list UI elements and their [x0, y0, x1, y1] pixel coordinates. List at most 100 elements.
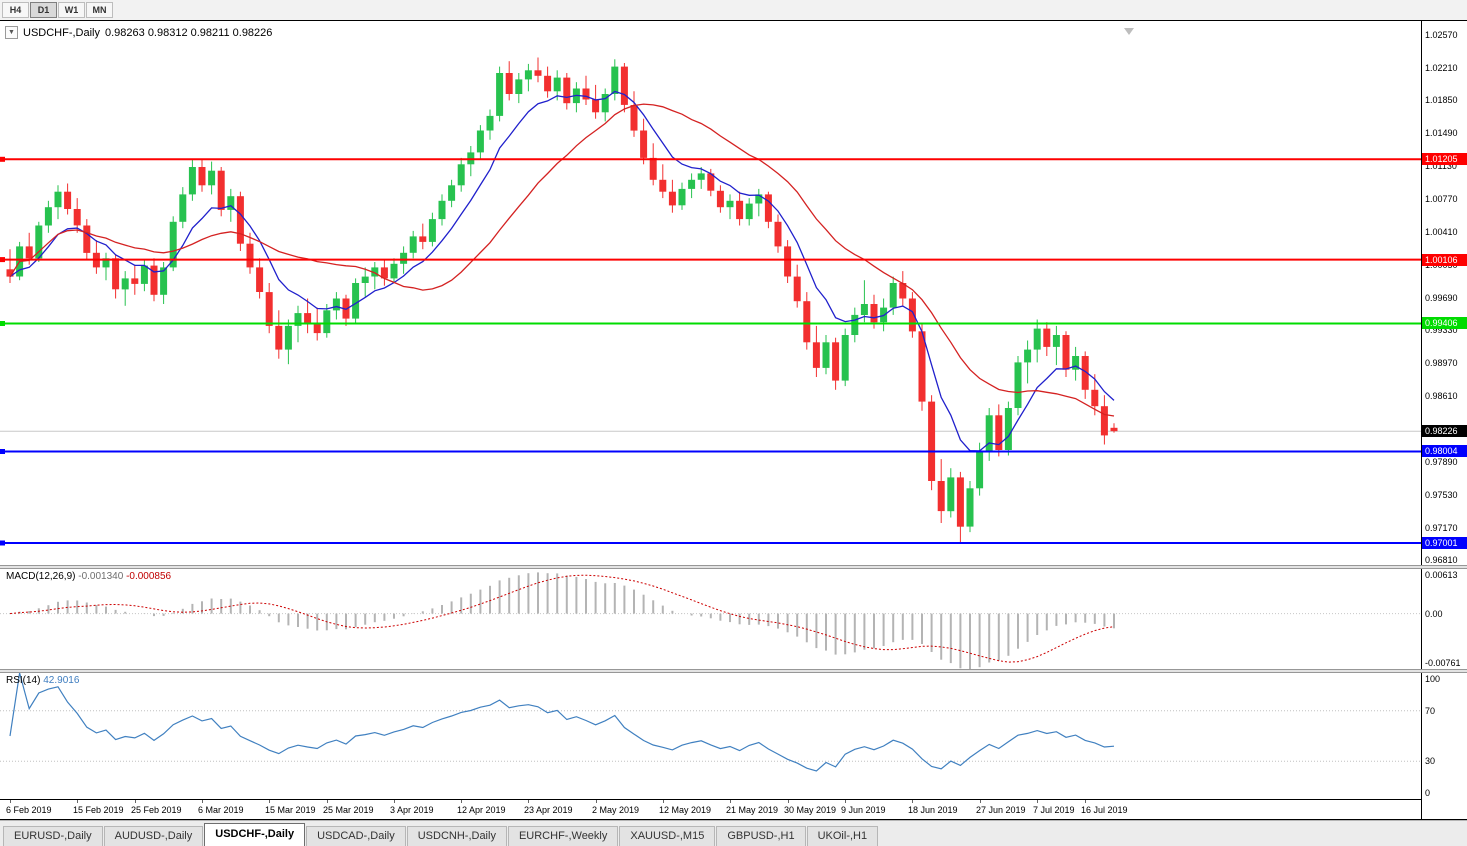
price-tag-0.98226: 0.98226 — [1422, 425, 1467, 437]
tab-gbpusd-h1[interactable]: GBPUSD-,H1 — [716, 826, 806, 846]
price-axis-tick: 1.01490 — [1425, 128, 1458, 138]
date-axis-tick — [730, 800, 731, 803]
timeframe-button-mn[interactable]: MN — [86, 2, 113, 18]
price-axis-tick: 0.98970 — [1425, 358, 1458, 368]
date-axis-label: 16 Jul 2019 — [1081, 805, 1128, 815]
macd-axis-tick: -0.00761 — [1425, 658, 1461, 668]
panel-splitter-macd[interactable] — [0, 565, 1467, 569]
date-axis-tick — [1037, 800, 1038, 803]
date-axis-tick — [596, 800, 597, 803]
macd-axis-tick: 0.00 — [1425, 609, 1443, 619]
price-axis-tick: 0.99690 — [1425, 293, 1458, 303]
date-axis-label: 6 Feb 2019 — [6, 805, 52, 815]
hline-anchor-marker[interactable] — [0, 257, 5, 263]
macd-signal-value: -0.000856 — [126, 571, 172, 582]
ma-fast-line — [9, 90, 1115, 452]
date-axis-label: 12 Apr 2019 — [457, 805, 506, 815]
tab-ukoil-h1[interactable]: UKOil-,H1 — [806, 826, 879, 846]
price-tag-0.98004: 0.98004 — [1422, 445, 1467, 457]
date-axis-tick — [528, 800, 529, 803]
candle-series — [6, 57, 1118, 544]
date-axis-label: 6 Mar 2019 — [198, 805, 244, 815]
tab-eurchf-weekly[interactable]: EURCHF-,Weekly — [507, 826, 619, 846]
date-axis-tick — [135, 800, 136, 803]
macd-chart — [0, 572, 1421, 669]
date-axis-tick — [10, 800, 11, 803]
tab-usdcad-daily[interactable]: USDCAD-,Daily — [306, 826, 406, 846]
tab-audusd-daily[interactable]: AUDUSD-,Daily — [103, 826, 204, 846]
price-axis[interactable]: 1.02570 1.02210 1.01850 1.01490 1.01130 1.007… — [1421, 21, 1467, 819]
panel-splitter-rsi[interactable] — [0, 669, 1467, 673]
date-axis-tick — [1085, 800, 1086, 803]
timeframe-toolbar: H4 D1 W1 MN — [0, 0, 1467, 20]
date-axis-label: 23 Apr 2019 — [524, 805, 573, 815]
date-axis-label: 15 Feb 2019 — [73, 805, 124, 815]
price-tag-1.00106: 1.00106 — [1422, 254, 1467, 266]
price-axis-tick: 1.00770 — [1425, 194, 1458, 204]
timeframe-button-h4[interactable]: H4 — [2, 2, 29, 18]
date-axis-label: 21 May 2019 — [726, 805, 779, 815]
price-axis-tick: 1.02210 — [1425, 63, 1458, 73]
price-tag-0.99406: 0.99406 — [1422, 317, 1467, 329]
date-axis-tick — [663, 800, 664, 803]
price-axis-tick: 1.01850 — [1425, 95, 1458, 105]
price-axis-tick: 0.97890 — [1425, 457, 1458, 467]
date-axis-tick — [461, 800, 462, 803]
date-axis-label: 3 Apr 2019 — [390, 805, 434, 815]
macd-name: MACD(12,26,9) — [6, 571, 76, 582]
chart-ohlc-values: 0.98263 0.98312 0.98211 0.98226 — [105, 26, 273, 39]
price-axis-tick: 0.96810 — [1425, 555, 1458, 565]
rsi-panel[interactable]: RSI(14) 42.9016 — [0, 673, 1421, 799]
hline-anchor-marker[interactable] — [0, 540, 5, 546]
date-axis-label: 25 Feb 2019 — [131, 805, 182, 815]
timeframe-button-d1[interactable]: D1 — [30, 2, 57, 18]
rsi-name: RSI(14) — [6, 675, 41, 686]
price-axis-tick: 1.02570 — [1425, 30, 1458, 40]
date-axis-tick — [980, 800, 981, 803]
hline-anchor-marker[interactable] — [0, 156, 5, 162]
price-axis-tick: 0.97530 — [1425, 490, 1458, 500]
price-tag-0.97001: 0.97001 — [1422, 537, 1467, 549]
price-axis-tick: 1.01130 — [1425, 161, 1457, 171]
macd-panel[interactable]: MACD(12,26,9) -0.001340 -0.000856 — [0, 569, 1421, 669]
hline-anchor-marker[interactable] — [0, 449, 5, 454]
time-axis[interactable]: 6 Feb 2019 15 Feb 2019 25 Feb 2019 6 Mar 20… — [0, 799, 1421, 819]
date-axis-label: 27 Jun 2019 — [976, 805, 1026, 815]
date-axis-label: 15 Mar 2019 — [265, 805, 316, 815]
rsi-axis-tick: 70 — [1425, 706, 1436, 716]
price-tag-1.01205: 1.01205 — [1422, 153, 1467, 165]
tab-eurusd-daily[interactable]: EURUSD-,Daily — [3, 826, 103, 846]
date-axis-label: 9 Jun 2019 — [841, 805, 886, 815]
date-axis-label: 25 Mar 2019 — [323, 805, 374, 815]
macd-axis-tick: 0.00613 — [1425, 570, 1458, 580]
date-axis-tick — [269, 800, 270, 803]
price-axis-tick: 0.98610 — [1425, 391, 1458, 401]
date-axis-tick — [912, 800, 913, 803]
tab-usdchf-daily[interactable]: USDCHF-,Daily — [204, 823, 306, 846]
candlestick-chart — [0, 57, 1421, 546]
rsi-label: RSI(14) 42.9016 — [6, 675, 79, 686]
rsi-axis-tick: 100 — [1425, 674, 1441, 684]
date-axis-tick — [77, 800, 78, 803]
rsi-axis-tick: 0 — [1425, 788, 1431, 798]
timeframe-button-w1[interactable]: W1 — [58, 2, 85, 18]
rsi-axis-tick: 30 — [1425, 756, 1436, 766]
date-axis-tick — [327, 800, 328, 803]
symbol-dropdown-icon[interactable]: ▼ — [5, 26, 18, 39]
rsi-line — [9, 673, 1115, 772]
tab-xauusd-m15[interactable]: XAUUSD-,M15 — [619, 826, 716, 846]
date-axis-tick — [202, 800, 203, 803]
date-axis-tick — [845, 800, 846, 803]
chart-shift-marker[interactable] — [1124, 28, 1134, 35]
rsi-chart — [0, 673, 1421, 772]
date-axis-label: 2 May 2019 — [592, 805, 640, 815]
macd-main-value: -0.001340 — [78, 571, 124, 582]
date-axis-label: 30 May 2019 — [784, 805, 837, 815]
price-chart-panel[interactable]: ▼ USDCHF-,Daily 0.98263 0.98312 0.98211 … — [0, 21, 1421, 565]
hline-anchor-marker[interactable] — [0, 321, 5, 326]
date-axis-label: 18 Jun 2019 — [908, 805, 958, 815]
price-axis-tick: 0.99330 — [1425, 325, 1458, 335]
tab-usdcnh-daily[interactable]: USDCNH-,Daily — [406, 826, 507, 846]
chart-symbol-label: USDCHF-,Daily — [23, 26, 100, 39]
price-axis-tick: 0.97170 — [1425, 523, 1458, 533]
